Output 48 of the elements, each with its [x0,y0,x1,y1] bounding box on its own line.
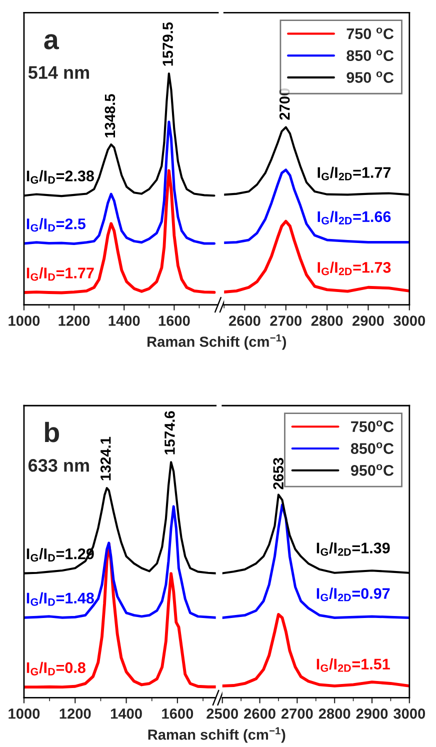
chart-title: b [44,422,59,442]
annotation: 1574.6 [164,411,175,454]
annotation: 2700 [279,88,290,120]
x-tick-label: 1400 [110,708,142,719]
annotation: I$_{G}$/I$_{D}$=1.48 [26,592,94,606]
legend-label: 750$^{o}$C [351,420,394,432]
annotation: I$_{G}$/I$_{D}$=2.38 [26,170,94,184]
x-tick-label: 2700 [270,316,302,326]
annotation: 2653 [273,458,284,490]
annotation: I$_{G}$/I$_{2D}$=0.97 [316,588,390,602]
annotation: I$_{G}$/I$_{2D}$=1.73 [318,262,391,276]
chart-subtitle: 514 nm [28,66,89,79]
annotation: 1579.5 [162,22,173,66]
annotation: I$_{G}$/I$_{D}$=1.77 [26,267,94,281]
legend-label: 750 $^{o}$C [346,28,394,40]
x-tick-label: 1200 [60,708,91,719]
annotation: I$_{G}$/I$_{D}$=0.8 [26,662,86,676]
annotation: 1324.1 [100,436,111,480]
x-tick-label: 2800 [318,708,350,719]
legend-label: 950$^{o}$C [350,464,394,476]
chart-title: a [44,34,60,50]
x-tick-label: 3000 [394,316,426,326]
annotation: I$_{G}$/I$_{2D}$=1.39 [316,542,390,556]
x-tick-label: 2600 [244,708,276,719]
x-axis-title: Raman Schift (cm$^{−1}$) [148,334,286,350]
x-tick-label: 3000 [394,708,426,719]
x-tick-label: 1600 [158,316,190,326]
annotation: I$_{G}$/I$_{2D}$=1.66 [318,210,391,224]
annotation: I$_{G}$/I$_{2D}$=1.51 [316,658,390,672]
x-tick-label: 1000 [8,316,40,326]
x-tick-label: 2700 [281,708,313,719]
annotation: I$_{G}$/I$_{2D}$=1.77 [318,166,391,180]
annotation: I$_{G}$/I$_{D}$=2.5 [26,218,86,232]
legend-label: 950 $^{o}$C [346,71,394,83]
x-tick-label: 1400 [108,316,140,326]
x-tick-label: 2600 [228,316,260,326]
x-tick-label: 2500 [206,708,238,719]
chart-subtitle: 633 nm [28,459,89,472]
x-tick-label: 2900 [356,708,388,719]
x-tick-label: 2900 [352,316,384,326]
x-tick-label: 2800 [311,316,343,326]
x-tick-label: 1200 [58,316,90,326]
x-tick-label: 1000 [8,708,40,719]
legend-label: 850$^{o}$C [350,442,394,454]
x-axis-title: Raman schift (cm$^{−1}$) [148,727,286,743]
x-tick-label: 1600 [162,708,194,719]
legend-label: 850 $^{o}$C [346,49,394,62]
annotation: 1348.5 [104,94,116,138]
